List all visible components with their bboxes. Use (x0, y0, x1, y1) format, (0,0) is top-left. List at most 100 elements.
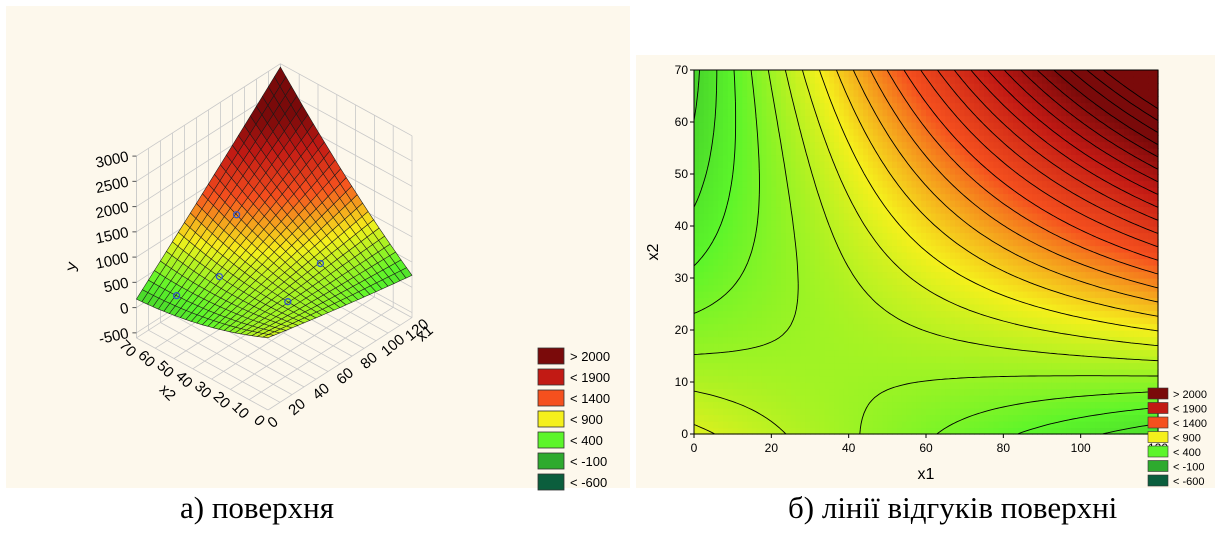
contour-cell (805, 271, 811, 279)
contour-cell (756, 401, 763, 409)
contour-cell (892, 206, 898, 214)
contour-cell (1051, 388, 1058, 396)
contour-cell (723, 102, 729, 110)
contour-cell (1051, 193, 1058, 201)
contour-cell (935, 297, 942, 305)
contour-cell (993, 109, 1000, 117)
contour-cell (964, 102, 971, 110)
contour-cell (708, 382, 714, 390)
contour-cell (1051, 265, 1058, 273)
contour-cell (694, 148, 700, 156)
contour-cell (771, 193, 777, 201)
contour-cell (694, 213, 700, 221)
contour-cell (1056, 83, 1062, 91)
contour-cell (955, 206, 961, 214)
contour-cell (747, 388, 753, 396)
contour-cell (988, 252, 995, 260)
contour-cell (703, 408, 710, 416)
contour-cell (781, 278, 787, 286)
contour-cell (1037, 362, 1043, 370)
contour-cell (911, 395, 917, 403)
contour-cell (742, 193, 748, 201)
contour-cell (906, 109, 913, 117)
contour-cell (882, 232, 888, 240)
contour-cell (1008, 213, 1014, 221)
contour-cell (863, 206, 869, 214)
contour-cell (906, 161, 913, 169)
contour-cell (776, 278, 782, 286)
contour-cell (1008, 154, 1014, 162)
contour-cell (897, 369, 903, 377)
contour-cell (887, 154, 893, 162)
contour-cell (843, 265, 850, 273)
contour-cell (1017, 226, 1024, 234)
contour-cell (800, 284, 806, 292)
contour-cell (839, 408, 845, 416)
contour-cell (1027, 317, 1033, 325)
contour-cell (703, 187, 710, 195)
contour-cell (698, 193, 705, 201)
contour-cell (834, 297, 840, 305)
contour-cell (848, 115, 855, 123)
contour-cell (824, 167, 830, 175)
contour-cell (901, 167, 908, 175)
contour-cell (993, 291, 1000, 299)
contour-cell (814, 252, 821, 260)
contour-cell (877, 252, 884, 260)
contour-cell (1032, 271, 1038, 279)
contour-cell (853, 135, 859, 143)
contour-cell (984, 408, 990, 416)
contour-cell (911, 89, 917, 97)
contour-cell (810, 187, 816, 195)
contour-cell (979, 258, 985, 266)
contour-cell (853, 115, 859, 123)
contour-cell (979, 239, 985, 247)
z-tick-label: 2500 (94, 174, 130, 198)
contour-cell (926, 388, 932, 396)
contour-cell (877, 187, 884, 195)
contour-cell (1008, 180, 1014, 188)
contour-cell (863, 278, 869, 286)
contour-cell (950, 278, 956, 286)
contour-cell (790, 421, 797, 429)
contour-cell (974, 141, 980, 149)
contour-cell (732, 427, 739, 435)
contour-cell (906, 317, 913, 325)
contour-cell (993, 180, 1000, 188)
contour-cell (781, 362, 787, 370)
contour-cell (1051, 141, 1058, 149)
contour-cell (781, 213, 787, 221)
contour-cell (737, 336, 743, 344)
contour-cell (776, 83, 782, 91)
contour-cell (872, 336, 879, 344)
contour-cell (887, 291, 893, 299)
contour-cell (732, 193, 739, 201)
contour-cell (1017, 382, 1024, 390)
contour-cell (1013, 252, 1019, 260)
contour-cell (776, 284, 782, 292)
contour-cell (901, 76, 908, 84)
contour-cell (747, 167, 753, 175)
contour-cell (843, 304, 850, 312)
contour-cell (969, 258, 975, 266)
contour-cell (839, 349, 845, 357)
contour-cell (805, 174, 811, 182)
contour-cell (742, 154, 748, 162)
contour-cell (814, 284, 821, 292)
contour-cell (882, 369, 888, 377)
contour-cell (969, 317, 975, 325)
contour-cell (988, 382, 995, 390)
contour-cell (1022, 226, 1029, 234)
contour-cell (882, 388, 888, 396)
contour-cell (1013, 388, 1019, 396)
contour-cell (887, 200, 893, 208)
contour-cell (906, 174, 913, 182)
contour-cell (771, 206, 777, 214)
contour-cell (926, 349, 932, 357)
contour-cell (1051, 135, 1058, 143)
contour-cell (752, 369, 758, 377)
contour-cell (708, 284, 714, 292)
contour-cell (984, 193, 990, 201)
contour-cell (853, 401, 859, 409)
